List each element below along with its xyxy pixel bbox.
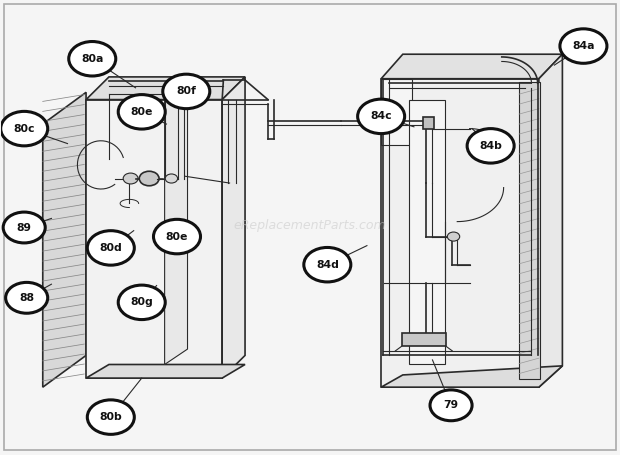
Circle shape xyxy=(3,212,45,243)
Circle shape xyxy=(87,400,135,435)
Text: 79: 79 xyxy=(443,400,459,410)
Circle shape xyxy=(430,390,472,421)
Polygon shape xyxy=(86,100,222,378)
Circle shape xyxy=(163,74,210,109)
Circle shape xyxy=(467,129,514,163)
Polygon shape xyxy=(381,79,412,145)
Polygon shape xyxy=(519,82,540,379)
Circle shape xyxy=(166,174,177,183)
Text: 84c: 84c xyxy=(370,111,392,121)
Text: 80e: 80e xyxy=(131,107,153,117)
Text: 89: 89 xyxy=(17,222,32,233)
Polygon shape xyxy=(43,92,86,387)
Polygon shape xyxy=(539,54,562,387)
Circle shape xyxy=(118,95,166,129)
Text: 80f: 80f xyxy=(176,86,196,96)
Text: 84b: 84b xyxy=(479,141,502,151)
Text: 84a: 84a xyxy=(572,41,595,51)
Circle shape xyxy=(123,173,138,184)
Text: 84d: 84d xyxy=(316,260,339,270)
Text: 80d: 80d xyxy=(99,243,122,253)
Circle shape xyxy=(1,111,48,146)
Circle shape xyxy=(118,285,166,319)
Circle shape xyxy=(140,171,159,186)
Circle shape xyxy=(87,231,135,265)
Polygon shape xyxy=(222,77,245,378)
Polygon shape xyxy=(165,77,187,364)
FancyBboxPatch shape xyxy=(423,117,434,129)
Circle shape xyxy=(448,232,459,241)
Polygon shape xyxy=(402,333,446,346)
Text: eReplacementParts.com: eReplacementParts.com xyxy=(234,219,386,232)
Polygon shape xyxy=(409,101,445,364)
Circle shape xyxy=(154,219,200,254)
Circle shape xyxy=(69,41,116,76)
Circle shape xyxy=(560,29,607,63)
Polygon shape xyxy=(381,366,562,387)
Text: 80g: 80g xyxy=(130,298,153,307)
Text: 80a: 80a xyxy=(81,54,104,64)
Polygon shape xyxy=(86,77,245,100)
Circle shape xyxy=(6,283,48,313)
Circle shape xyxy=(358,99,405,134)
Text: 80c: 80c xyxy=(14,124,35,134)
Polygon shape xyxy=(381,79,539,387)
Polygon shape xyxy=(86,364,245,378)
Circle shape xyxy=(304,248,351,282)
Polygon shape xyxy=(381,54,562,79)
Text: 88: 88 xyxy=(19,293,34,303)
Text: 80b: 80b xyxy=(99,412,122,422)
Text: 80e: 80e xyxy=(166,232,188,242)
